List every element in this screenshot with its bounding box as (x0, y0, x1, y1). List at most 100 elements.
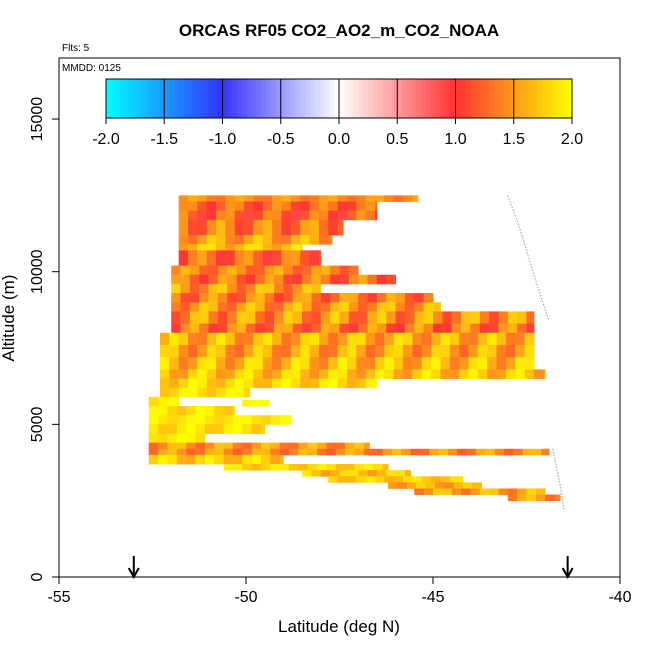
heatmap-cell (255, 265, 266, 276)
heatmap-cell (158, 454, 168, 465)
heatmap-cell (244, 332, 254, 346)
heatmap-cell (309, 195, 320, 202)
heatmap-cell (328, 332, 339, 346)
heatmap-cell (208, 274, 219, 285)
heatmap-cell (169, 369, 180, 379)
heatmap-cell (234, 219, 245, 236)
colorbar-tick-label: 1.0 (444, 131, 466, 148)
heatmap-cell (214, 442, 224, 450)
heatmap-cell (260, 454, 271, 465)
heatmap-cell (234, 195, 245, 202)
colorbar-segment (222, 79, 228, 118)
heatmap-cell (216, 235, 226, 245)
heatmap-cell (186, 424, 196, 434)
heatmap-cell (270, 454, 281, 465)
heatmap-cell (180, 293, 191, 303)
heatmap-cell (459, 369, 469, 379)
heatmap-cell (375, 195, 385, 202)
heatmap-cell (244, 378, 254, 389)
heatmap-cell (242, 424, 253, 434)
heatmap-cell (216, 250, 226, 266)
heatmap-cell (358, 302, 368, 312)
heatmap-cell (505, 332, 516, 346)
heatmap-cell (373, 448, 383, 456)
heatmap-cell (246, 283, 256, 294)
heatmap-cell (234, 244, 245, 251)
heatmap-cell (461, 488, 471, 495)
data-band (171, 293, 434, 303)
heatmap-cell (300, 195, 310, 202)
heatmap-cell (498, 323, 509, 334)
heatmap-cell (159, 357, 170, 370)
heatmap-cell (178, 219, 189, 236)
heatmap-cell (376, 470, 387, 477)
heatmap-cell (515, 332, 526, 346)
heatmap-cell (227, 323, 238, 334)
colorbar-segment (207, 79, 214, 118)
heatmap-cell (281, 369, 292, 379)
heatmap-cell (403, 357, 413, 370)
heatmap-cell (186, 442, 196, 450)
heatmap-cell (459, 357, 469, 370)
heatmap-cell (440, 476, 451, 483)
heatmap-cell (393, 195, 404, 202)
heatmap-cell (171, 302, 181, 312)
heatmap-cell (375, 369, 385, 379)
heatmap-cell (318, 357, 329, 370)
heatmap-cell (466, 448, 477, 456)
heatmap-cell (449, 369, 460, 379)
heatmap-cell (167, 415, 178, 425)
heatmap-cell (159, 378, 170, 389)
heatmap-cell (223, 454, 234, 465)
heatmap-cell (216, 210, 226, 221)
plot-frame (58, 57, 621, 578)
heatmap-cell (348, 274, 359, 285)
heatmap-cell (206, 332, 217, 346)
heatmap-cell (281, 378, 292, 389)
heatmap-cell (197, 244, 208, 251)
heatmap-cell (335, 448, 346, 456)
heatmap-cell (326, 464, 337, 471)
heatmap-cell (382, 448, 393, 456)
heatmap-cell (309, 369, 320, 379)
heatmap-cell (281, 250, 292, 266)
heatmap-cell (214, 406, 224, 416)
colorbar-segment (406, 79, 413, 118)
heatmap-cell (246, 311, 256, 324)
heatmap-cell (330, 265, 340, 276)
colorbar-segment (508, 79, 515, 118)
heatmap-cell (188, 201, 198, 212)
heatmap-cell (461, 323, 471, 334)
heatmap-cell (234, 210, 245, 221)
heatmap-cell (300, 210, 310, 221)
heatmap-cell (517, 488, 527, 495)
heatmap-cell (442, 488, 453, 495)
heatmap-cell (158, 406, 168, 416)
heatmap-cell (253, 344, 264, 358)
heatmap-cell (176, 448, 187, 456)
heatmap-cell (227, 302, 238, 312)
heatmap-cell (255, 311, 266, 324)
heatmap-cell (188, 378, 198, 389)
data-band (178, 250, 322, 266)
heatmap-cell (214, 448, 224, 456)
colorbar-segment (348, 79, 354, 118)
heatmap-cell (272, 235, 282, 245)
heatmap-cell (318, 235, 329, 245)
heatmap-cell (524, 369, 535, 379)
heatmap-cell (272, 250, 282, 266)
heatmap-cell (206, 235, 217, 245)
heatmap-cell (442, 311, 453, 324)
heatmap-cell (328, 195, 339, 202)
heatmap-cell (262, 332, 273, 346)
heatmap-cell (246, 323, 256, 334)
heatmap-cell (167, 406, 178, 416)
heatmap-cell (494, 448, 505, 456)
heatmap-cell (330, 311, 340, 324)
heatmap-cell (290, 332, 301, 346)
heatmap-cell (189, 323, 200, 334)
heatmap-cell (386, 293, 396, 303)
heatmap-cell (462, 482, 473, 489)
colorbar-segment (411, 79, 418, 118)
heatmap-cell (262, 201, 273, 212)
